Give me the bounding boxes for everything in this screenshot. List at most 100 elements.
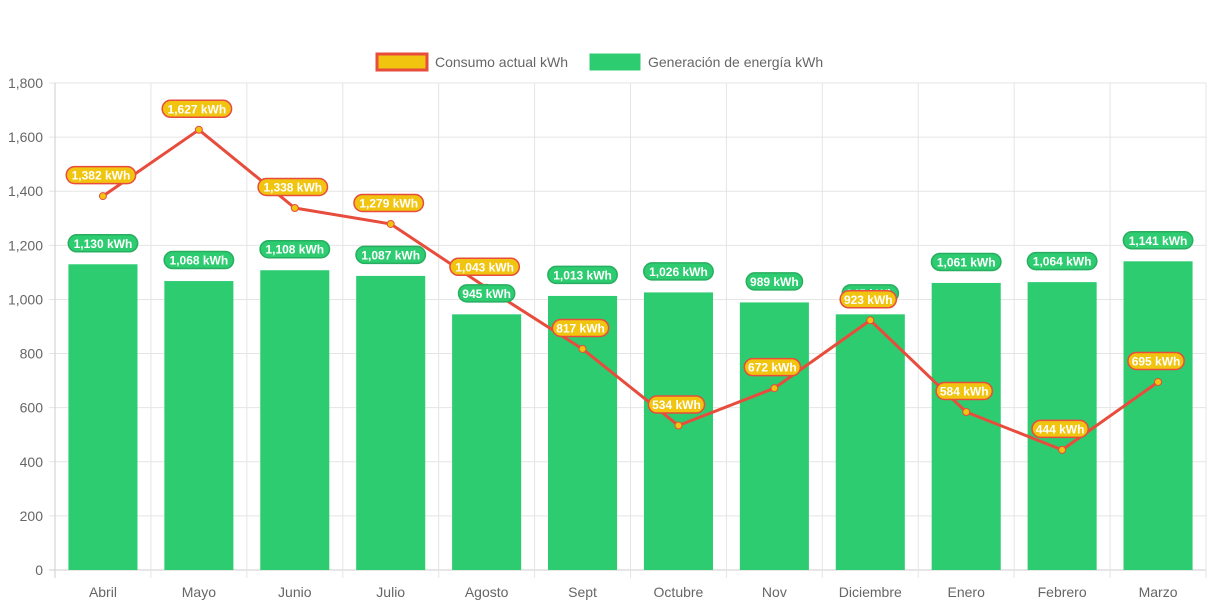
consumption-point[interactable] [770, 384, 779, 393]
consumption-point[interactable] [962, 407, 971, 416]
x-tick-label: Sept [568, 584, 597, 600]
consumption-data-label: 1,382 kWh [65, 165, 137, 185]
generation-bar[interactable] [452, 314, 522, 570]
generation-data-label-text: 989 kWh [750, 275, 799, 289]
x-axis: Abril Mayo Junio Julio Agosto Sept Octubre Nov D… [89, 584, 1178, 600]
consumption-data-label-bg [353, 193, 425, 213]
generation-bar[interactable] [643, 292, 713, 570]
consumption-point[interactable] [674, 421, 683, 430]
consumption-point[interactable] [290, 203, 299, 212]
generation-data-label-text: 945 kWh [462, 287, 511, 301]
y-tick-label: 1,600 [8, 129, 43, 145]
consumption-data-label-text: 1,627 kWh [168, 102, 227, 116]
generation-data-label-bg [930, 252, 1002, 272]
generation-data-label: 1,064 kWh [1026, 251, 1098, 271]
legend-swatch-generacion [589, 53, 641, 71]
consumption-data-label-text: 1,338 kWh [263, 180, 322, 194]
consumption-data-label-bg [161, 99, 233, 119]
consumption-data-label: 1,043 kWh [449, 257, 521, 277]
x-tick-label: Junio [278, 584, 312, 600]
consumption-data-label: 444 kWh [1031, 419, 1089, 439]
consumption-data-label: 1,338 kWh [257, 177, 329, 197]
generation-bar[interactable] [931, 282, 1001, 570]
generation-data-label-text: 1,130 kWh [74, 237, 133, 251]
consumption-point[interactable] [866, 316, 875, 325]
consumption-data-label-text: 923 kWh [844, 293, 893, 307]
x-tick-label: Diciembre [839, 584, 902, 600]
x-tick-label: Agosto [465, 584, 509, 600]
grid-lines [49, 82, 1207, 578]
x-tick-label: Octubre [654, 584, 704, 600]
y-tick-label: 0 [35, 562, 43, 578]
legend-item-consumo[interactable]: Consumo actual kWh [375, 52, 568, 72]
y-tick-label: 1,800 [8, 75, 43, 91]
y-tick-label: 1,000 [8, 291, 43, 307]
generation-data-label-text: 1,064 kWh [1033, 255, 1092, 269]
generation-data-label: 1,087 kWh [355, 245, 427, 265]
consumption-data-label-text: 584 kWh [940, 384, 989, 398]
consumption-data-label-bg [65, 165, 137, 185]
x-tick-label: Nov [762, 584, 787, 600]
consumption-point[interactable] [1154, 377, 1163, 386]
generation-data-label-text: 1,087 kWh [361, 248, 420, 262]
consumption-data-label: 672 kWh [743, 357, 802, 377]
generation-data-label: 989 kWh [745, 272, 804, 291]
generation-bar[interactable] [260, 270, 330, 570]
consumption-data-label-text: 1,279 kWh [359, 196, 418, 210]
generation-data-label-bg [355, 245, 427, 265]
consumption-data-label-text: 534 kWh [652, 398, 701, 412]
generation-data-label-bg [457, 284, 516, 303]
y-tick-label: 1,200 [8, 237, 43, 253]
consumption-data-label-bg [1127, 351, 1185, 371]
consumption-data-label-bg [647, 395, 706, 414]
generation-bar[interactable] [548, 295, 618, 570]
consumption-data-label: 534 kWh [647, 395, 706, 414]
consumption-data-label: 817 kWh [551, 318, 610, 338]
generation-data-label-text: 1,013 kWh [553, 268, 612, 282]
generation-bar[interactable] [1123, 261, 1193, 570]
generation-data-label-bg [67, 234, 139, 253]
consumption-point[interactable] [98, 192, 107, 201]
legend-item-generacion[interactable]: Generación de energía kWh [589, 53, 823, 71]
generation-data-label: 1,026 kWh [643, 262, 714, 281]
y-axis: 0 200 400 600 800 1,000 1,200 1,400 1,600 1,800 [8, 75, 43, 578]
consumption-data-label-bg [551, 318, 610, 338]
generation-data-label: 1,061 kWh [930, 252, 1002, 272]
consumption-data-label: 1,627 kWh [161, 99, 233, 119]
generation-data-label: 1,108 kWh [259, 239, 331, 259]
consumption-data-label-text: 817 kWh [556, 321, 605, 335]
y-tick-label: 800 [20, 346, 44, 362]
generation-bar[interactable] [356, 275, 426, 570]
generation-data-label: 945 kWh [457, 284, 516, 303]
consumption-data-labels: 1,382 kWh 1,627 kWh 1,338 kWh 1,279 kWh 1,04… [65, 99, 1185, 439]
consumption-data-label-bg [743, 357, 802, 377]
y-tick-label: 600 [20, 400, 44, 416]
consumption-point[interactable] [194, 125, 203, 134]
generation-bars [68, 261, 1193, 570]
legend-label-consumo: Consumo actual kWh [435, 54, 568, 70]
consumption-point[interactable] [386, 219, 395, 228]
legend: Consumo actual kWh Generación de energía… [375, 52, 823, 72]
generation-data-label-text: 1,141 kWh [1129, 234, 1188, 248]
x-tick-label: Mayo [182, 584, 216, 600]
x-tick-label: Julio [376, 584, 405, 600]
generation-bar[interactable] [68, 264, 138, 570]
generation-data-label-bg [745, 272, 804, 291]
generation-bar[interactable] [739, 302, 809, 570]
consumption-data-label-bg [839, 290, 898, 309]
consumption-data-label-bg [257, 177, 329, 197]
consumption-data-label-text: 1,043 kWh [455, 260, 514, 274]
generation-data-label-text: 1,108 kWh [265, 243, 324, 257]
legend-swatch-consumo [375, 52, 429, 72]
generation-data-label-bg [643, 262, 714, 281]
generation-data-label: 1,068 kWh [163, 250, 235, 270]
generation-data-label-text: 1,068 kWh [170, 254, 229, 268]
consumption-point[interactable] [1058, 445, 1067, 454]
generation-bar[interactable] [164, 281, 234, 570]
consumption-point[interactable] [578, 344, 587, 353]
consumption-data-label-text: 1,382 kWh [72, 169, 131, 183]
generation-bar[interactable] [835, 314, 905, 570]
generation-data-label: 1,130 kWh [67, 234, 139, 253]
x-tick-label: Enero [948, 584, 986, 600]
